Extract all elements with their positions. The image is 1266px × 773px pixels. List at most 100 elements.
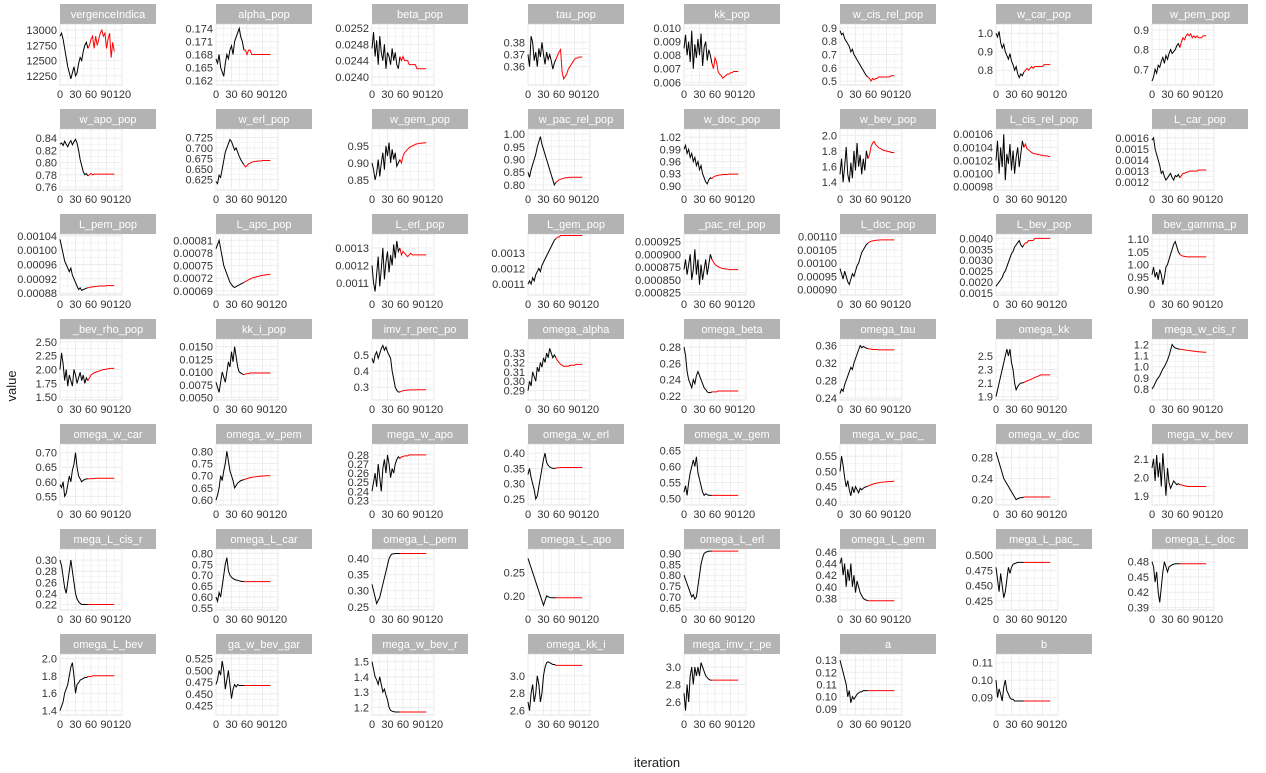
trace-line-before [839,456,869,496]
y-tick-label: 0.95 [348,141,369,153]
facet-strip-label: _bev_rho_pop [72,324,143,336]
facet-strip-label: omega_tau [860,324,915,336]
x-tick-label: 0 [837,89,843,101]
y-tick-label: 0.0013 [1115,166,1149,178]
y-tick-label: 0.46 [816,547,837,559]
x-tick-label: 90 [1192,194,1204,206]
y-tick-label: 0.28 [660,342,681,354]
x-tick-label: 0 [837,509,843,521]
x-tick-label: 30 [381,509,393,521]
x-tick-label: 120 [1049,89,1067,101]
x-tick-label: 30 [537,299,549,311]
x-tick-label: 90 [256,614,268,626]
x-tick-label: 90 [880,614,892,626]
facet-strip-label: w_car_pop [1016,9,1071,21]
trace-line-before [1151,343,1180,390]
y-tick-label: 0.28 [348,450,369,462]
trace-line-after [399,247,427,258]
trace-line-after [1179,253,1207,258]
facet-strip [528,214,624,234]
x-tick-label: 90 [412,299,424,311]
y-tick-label: 0.0013 [491,248,525,260]
x-tick-label: 30 [1005,509,1017,521]
x-tick-label: 30 [537,404,549,416]
facet-strip-label: tau_pop [556,9,596,21]
x-tick-label: 60 [397,509,409,521]
facet-strip-label: omega_kk_i [546,639,605,651]
facet-strip [840,109,936,129]
x-tick-label: 60 [85,614,97,626]
x-tick-label: 90 [1036,194,1048,206]
y-tick-label: 0.40 [348,554,369,566]
trace-line-before [839,557,869,602]
y-tick-label: 0.55 [192,603,213,615]
x-tick-label: 90 [568,299,580,311]
y-tick-label: 0.0014 [1115,155,1149,167]
y-tick-label: 0.70 [36,448,57,460]
y-tick-label: 0.82 [36,145,57,157]
y-tick-label: 0.7 [822,50,837,62]
trace-line-before [1151,240,1181,285]
x-tick-label: 120 [113,404,131,416]
trace-line-before [371,142,401,180]
x-tick-label: 30 [381,89,393,101]
x-tick-label: 90 [1036,509,1048,521]
y-tick-label: 0.38 [816,593,837,605]
x-tick-label: 0 [213,614,219,626]
x-tick-label: 30 [1005,299,1017,311]
facet-strip [684,424,780,444]
x-tick-label: 60 [553,194,565,206]
trace-line-before [215,26,245,77]
x-tick-label: 30 [1161,89,1173,101]
facet-strip-label: _pac_rel_pop [698,219,766,231]
facet-strip-label: w_pac_rel_pop [538,114,614,126]
trace-line-after [555,357,583,367]
x-tick-label: 0 [993,89,999,101]
x-tick-label: 0 [213,194,219,206]
x-tick-label: 90 [724,89,736,101]
y-tick-label: 0.000875 [635,262,681,274]
y-tick-label: 0.78 [36,170,57,182]
y-tick-label: 3.0 [666,662,681,674]
y-tick-label: 12500 [26,56,57,68]
x-tick-label: 60 [1177,509,1189,521]
facet-strip [1152,214,1248,234]
y-tick-label: 0.31 [504,367,525,379]
facet-strip [996,109,1092,129]
y-tick-label: 0.0025 [959,266,993,278]
x-tick-label: 0 [213,509,219,521]
y-tick-label: 0.90 [348,158,369,170]
y-tick-label: 0.6 [822,63,837,75]
facet-strip [372,4,468,24]
x-tick-label: 0 [1149,614,1155,626]
x-tick-label: 120 [1049,719,1067,731]
facet-strip [840,424,936,444]
x-tick-label: 120 [269,404,287,416]
trace-line-after [399,454,427,459]
x-tick-label: 0 [213,89,219,101]
x-tick-label: 120 [113,614,131,626]
y-tick-label: 0.0252 [335,23,369,35]
y-tick-label: 0.39 [1128,602,1149,614]
y-tick-label: 0.0015 [1115,144,1149,156]
trace-line-after [1179,32,1207,48]
y-tick-label: 0.000825 [635,287,681,299]
facet-strip [60,319,156,339]
facet-panel: _bev_rho_pop 2.50 2.25 2.001.75 1.500 30 60 90 1… [36,319,156,416]
facet-panel: mega_w_bev 2.1 2.0 1.90 30 60 90 120 [1134,424,1248,521]
x-tick-label: 30 [849,509,861,521]
facet-strip [60,424,156,444]
trace-line-after [87,367,115,381]
facet-strip [60,634,156,654]
x-tick-label: 120 [581,719,599,731]
trace-line-before [215,451,245,501]
y-tick-label: 0.0150 [179,342,213,354]
x-tick-label: 60 [85,404,97,416]
y-tick-label: 0.725 [185,132,213,144]
facet-strip-label: omega_L_gem [851,534,924,546]
x-tick-label: 120 [1205,509,1223,521]
y-tick-label: 0.0016 [1115,133,1149,145]
facet-panel: omega_kk_i 3.0 2.8 2.60 30 60 90 120 [510,634,624,731]
y-tick-label: 0.24 [972,473,993,485]
y-tick-label: 1.4 [822,177,837,189]
